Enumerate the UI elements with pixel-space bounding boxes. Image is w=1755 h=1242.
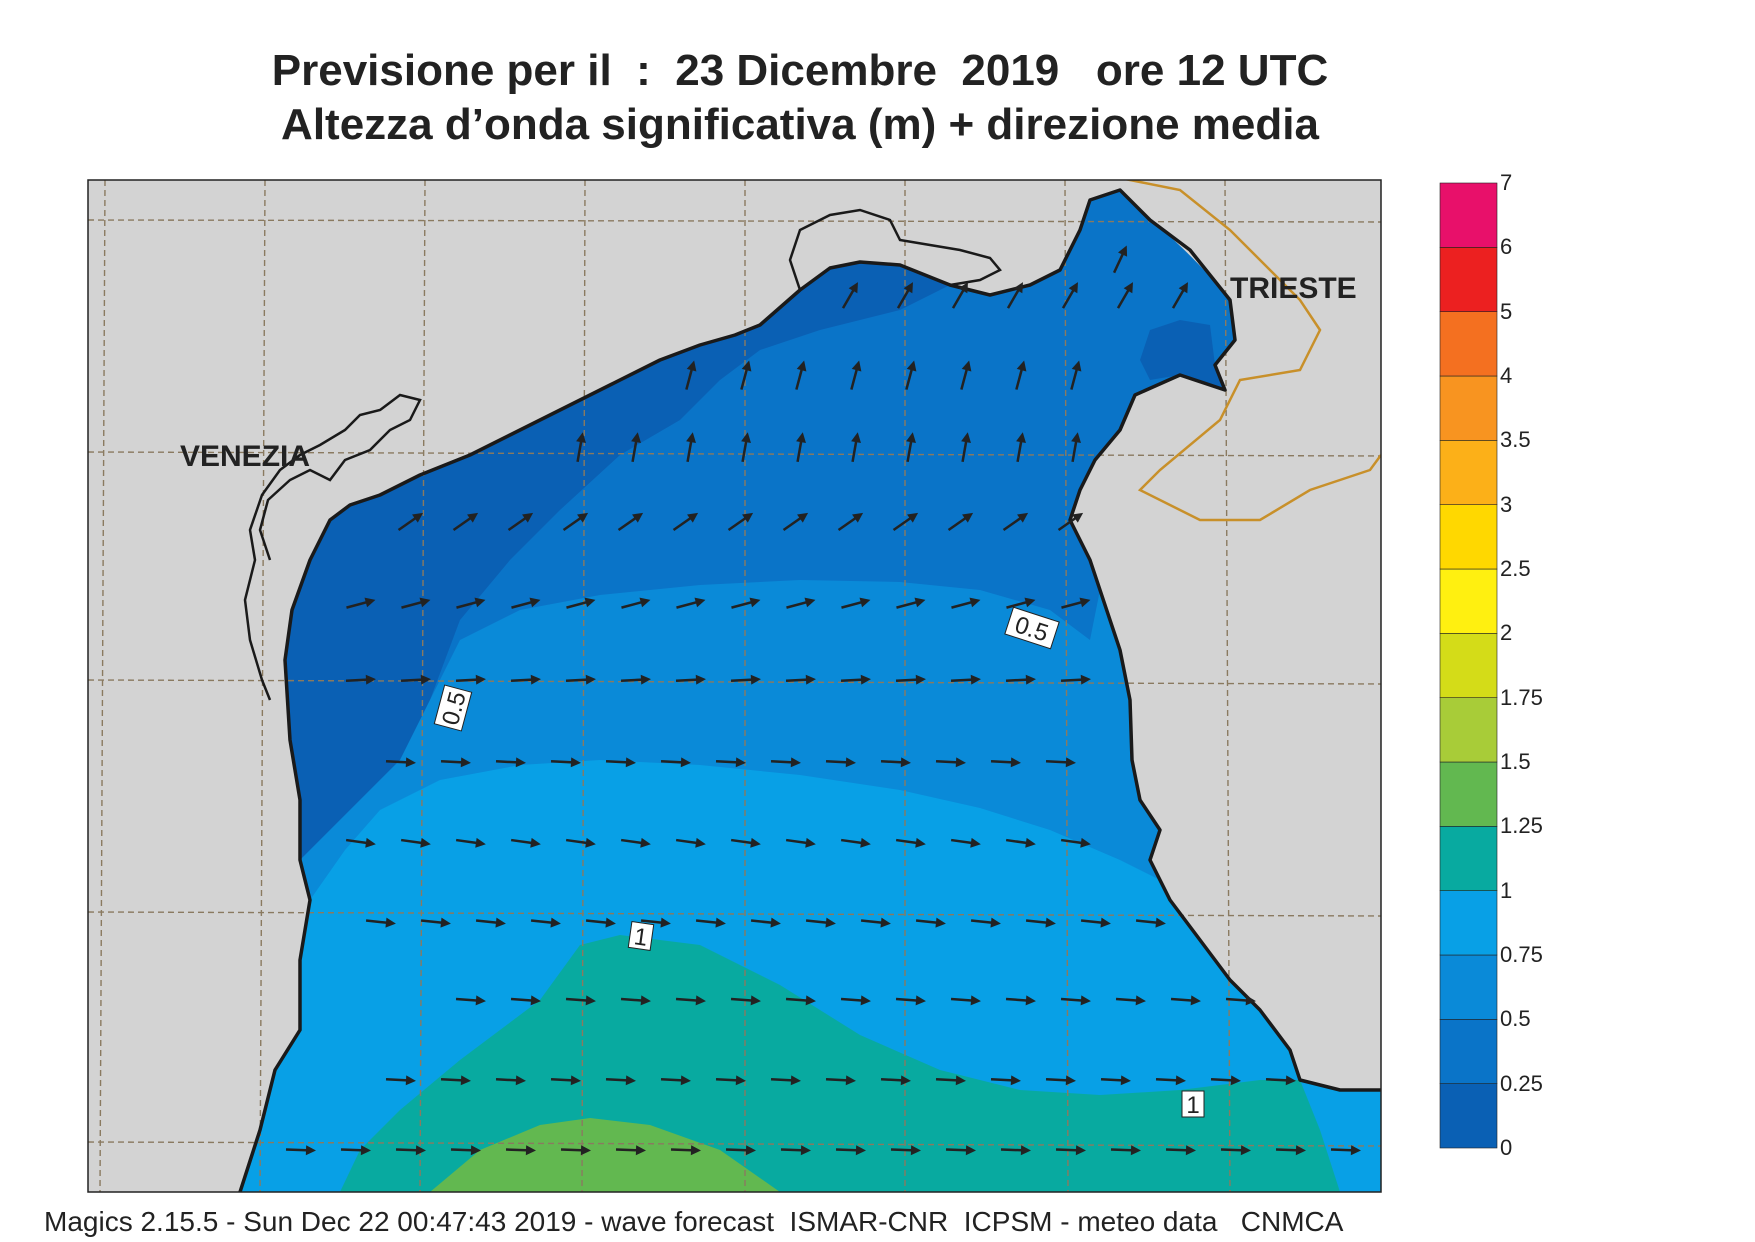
colorbar-tick-label: 0.5 (1500, 1006, 1531, 1032)
colorbar-tick-label: 4 (1500, 363, 1512, 389)
city-label-venezia: VENEZIA (180, 440, 310, 474)
city-label-trieste: TRIESTE (1230, 272, 1357, 306)
colorbar-tick-label: 3.5 (1500, 427, 1531, 453)
colorbar-tick-label: 1 (1500, 878, 1512, 904)
colorbar-tick-label: 3 (1500, 492, 1512, 518)
colorbar-tick-label: 1.25 (1500, 813, 1543, 839)
colorbar-tick-label: 6 (1500, 234, 1512, 260)
colorbar-swatch (1440, 569, 1497, 633)
colorbar-swatch (1440, 1084, 1497, 1148)
colorbar (1440, 183, 1497, 1148)
colorbar-tick-label: 1.75 (1500, 685, 1543, 711)
colorbar-tick-label: 0 (1500, 1135, 1512, 1161)
colorbar-swatch (1440, 891, 1497, 955)
colorbar-swatch (1440, 1019, 1497, 1083)
colorbar-swatch (1440, 440, 1497, 504)
colorbar-swatch (1440, 633, 1497, 697)
colorbar-tick-label: 0.75 (1500, 942, 1543, 968)
colorbar-tick-label: 2 (1500, 620, 1512, 646)
footer-credits: Magics 2.15.5 - Sun Dec 22 00:47:43 2019… (44, 1206, 1343, 1238)
colorbar-swatch (1440, 312, 1497, 376)
colorbar-swatch (1440, 955, 1497, 1019)
colorbar-tick-label: 2.5 (1500, 556, 1531, 582)
colorbar-tick-label: 7 (1500, 170, 1512, 196)
colorbar-swatch (1440, 183, 1497, 247)
colorbar-swatch (1440, 247, 1497, 311)
contour-label-text-4: 1 (1186, 1092, 1199, 1119)
colorbar-tick-label: 1.5 (1500, 749, 1531, 775)
colorbar-swatch (1440, 376, 1497, 440)
colorbar-swatch (1440, 762, 1497, 826)
colorbar-tick-label: 5 (1500, 299, 1512, 325)
colorbar-swatch (1440, 505, 1497, 569)
contour-label-4: 1 (1182, 1091, 1204, 1119)
colorbar-tick-label: 0.25 (1500, 1071, 1543, 1097)
contour-label-3: 1 (628, 922, 654, 953)
colorbar-swatch (1440, 698, 1497, 762)
colorbar-swatch (1440, 826, 1497, 890)
